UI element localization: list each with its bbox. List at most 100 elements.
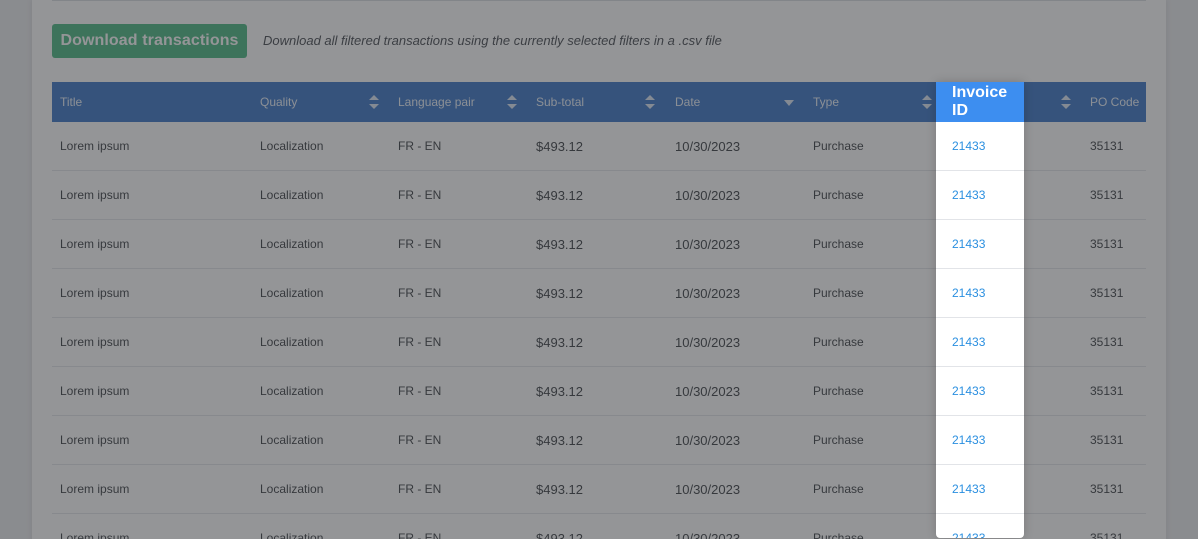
column-label: Type [813,95,840,109]
cell-language-pair: FR - EN [398,237,442,251]
column-label: Quality [260,95,298,109]
cell-subtotal: $493.12 [536,334,583,350]
sort-icon[interactable] [507,95,517,109]
cell-po-code: 35131 [1090,237,1124,251]
cell-date: 10/30/2023 [675,334,741,350]
cell-language-pair: FR - EN [398,139,442,153]
invoice-link[interactable]: 21433 [952,482,986,496]
cell-language-pair: FR - EN [398,482,442,496]
column-header-title[interactable]: Title [52,82,252,122]
cell-invoice-id: 21433 [936,465,1024,513]
cell-title: Lorem ipsum [60,188,130,202]
invoice-row: 21433 [936,171,1024,220]
invoice-link[interactable]: 21433 [952,531,986,538]
cell-invoice-id: 21433 [936,514,1024,538]
cell-date: 10/30/2023 [675,187,741,203]
cell-title: Lorem ipsum [60,335,130,349]
divider [52,0,1146,1]
cell-quality: Localization [260,237,324,251]
invoice-column-cells: 21433 21433 21433 21433 21433 21433 21433 21433… [936,122,1024,538]
column-label: PO Code [1090,95,1140,109]
column-label: Invoice ID [952,84,1008,119]
sort-icon[interactable] [645,95,655,109]
cell-subtotal: $493.12 [536,481,583,497]
cell-po-code: 35131 [1090,384,1124,398]
cell-subtotal: $493.12 [536,383,583,399]
cell-language-pair: FR - EN [398,286,442,300]
column-label: Date [675,95,701,109]
cell-invoice-id: 21433 [936,269,1024,317]
cell-language-pair: FR - EN [398,335,442,349]
cell-subtotal: $493.12 [536,530,583,539]
cell-subtotal: $493.12 [536,285,583,301]
invoice-link[interactable]: 21433 [952,384,986,398]
cell-po-code: 35131 [1090,433,1124,447]
sort-desc-icon[interactable] [784,100,794,106]
cell-quality: Localization [260,139,324,153]
cell-invoice-id: 21433 [936,220,1024,268]
invoice-row: 21433 [936,514,1024,538]
cell-type: Purchase [813,335,864,349]
invoice-row: 21433 [936,367,1024,416]
column-header-po-code[interactable]: PO Code [1082,82,1146,122]
cell-title: Lorem ipsum [60,531,130,539]
invoice-row: 21433 [936,269,1024,318]
invoice-link[interactable]: 21433 [952,188,986,202]
cell-type: Purchase [813,384,864,398]
cell-date: 10/30/2023 [675,138,741,154]
invoice-link[interactable]: 21433 [952,139,986,153]
cell-subtotal: $493.12 [536,187,583,203]
download-note: Download all filtered transactions using… [263,33,722,48]
cell-subtotal: $493.12 [536,432,583,448]
cell-date: 10/30/2023 [675,285,741,301]
cell-title: Lorem ipsum [60,286,130,300]
cell-type: Purchase [813,188,864,202]
cell-language-pair: FR - EN [398,531,442,539]
invoice-row: 21433 [936,220,1024,269]
invoice-link[interactable]: 21433 [952,433,986,447]
column-header-date[interactable]: Date [667,82,805,122]
cell-po-code: 35131 [1090,531,1124,539]
column-header-subtotal[interactable]: Sub-total [528,82,667,122]
download-transactions-button[interactable]: Download transactions [52,24,247,58]
cell-language-pair: FR - EN [398,188,442,202]
cell-quality: Localization [260,433,324,447]
column-label: Language pair [398,95,475,109]
cell-invoice-id: 21433 [936,416,1024,464]
invoice-row: 21433 [936,318,1024,367]
cell-language-pair: FR - EN [398,433,442,447]
cell-po-code: 35131 [1090,335,1124,349]
cell-date: 10/30/2023 [675,432,741,448]
cell-title: Lorem ipsum [60,482,130,496]
cell-type: Purchase [813,286,864,300]
cell-po-code: 35131 [1090,482,1124,496]
sort-icon[interactable] [369,95,379,109]
invoice-link[interactable]: 21433 [952,335,986,349]
column-header-sort-extra[interactable] [1024,82,1074,122]
cell-po-code: 35131 [1090,188,1124,202]
column-header-invoice-id[interactable]: Invoice ID [936,82,1024,122]
cell-type: Purchase [813,482,864,496]
cell-date: 10/30/2023 [675,481,741,497]
column-label: Sub-total [536,95,585,109]
cell-date: 10/30/2023 [675,236,741,252]
column-header-language-pair[interactable]: Language pair [390,82,528,122]
column-header-quality[interactable]: Quality [252,82,390,122]
invoice-link[interactable]: 21433 [952,237,986,251]
cell-title: Lorem ipsum [60,139,130,153]
column-label: Title [60,95,83,109]
sort-icon[interactable] [922,95,932,109]
cell-date: 10/30/2023 [675,383,741,399]
cell-date: 10/30/2023 [675,530,741,539]
invoice-row: 21433 [936,465,1024,514]
cell-invoice-id: 21433 [936,122,1024,170]
cell-type: Purchase [813,433,864,447]
cell-po-code: 35131 [1090,286,1124,300]
cell-title: Lorem ipsum [60,384,130,398]
invoice-column-spotlight: Invoice ID 21433 21433 21433 21433 21433 2143… [936,82,1024,538]
cell-title: Lorem ipsum [60,433,130,447]
invoice-link[interactable]: 21433 [952,286,986,300]
sort-icon[interactable] [1061,95,1071,109]
column-header-type[interactable]: Type [805,82,936,122]
